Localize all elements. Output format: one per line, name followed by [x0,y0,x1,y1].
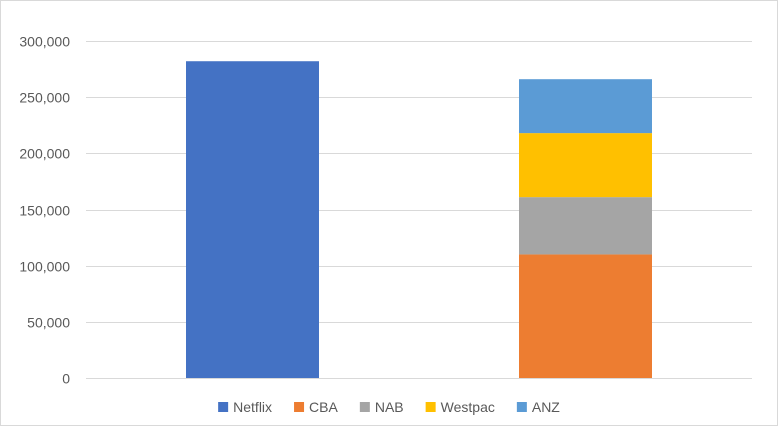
legend-swatch-cba [294,402,305,412]
bar-segment-westpac [519,133,652,198]
y-tick-label: 100,000 [19,259,70,275]
bar-segment-nab [519,197,652,255]
y-tick-label: 250,000 [19,90,70,106]
legend-label-westpac: Westpac [441,399,495,415]
bar-segment-netflix [186,61,319,378]
legend-label-nab: NAB [375,399,404,415]
gridlines [86,41,752,379]
bar-segment-cba [519,254,652,378]
legend-swatch-anz [516,402,527,412]
y-axis-tick-labels: 0 50,000 100,000 150,000 200,000 250,000 300,0… [19,34,70,387]
y-tick-label: 150,000 [19,203,70,219]
legend-label-netflix: Netflix [233,399,272,415]
legend-label-anz: ANZ [532,399,560,415]
y-tick-label: 50,000 [27,315,70,331]
legend: Netflix CBA NAB Westpac ANZ [218,399,560,415]
y-tick-label: 200,000 [19,146,70,162]
y-tick-label: 300,000 [19,34,70,50]
bar-segment-anz [519,79,652,134]
legend-swatch-netflix [218,402,229,412]
legend-swatch-westpac [425,402,436,412]
legend-label-cba: CBA [309,399,338,415]
legend-swatch-nab [359,402,370,412]
y-tick-label: 0 [62,371,70,387]
bars [186,61,652,378]
